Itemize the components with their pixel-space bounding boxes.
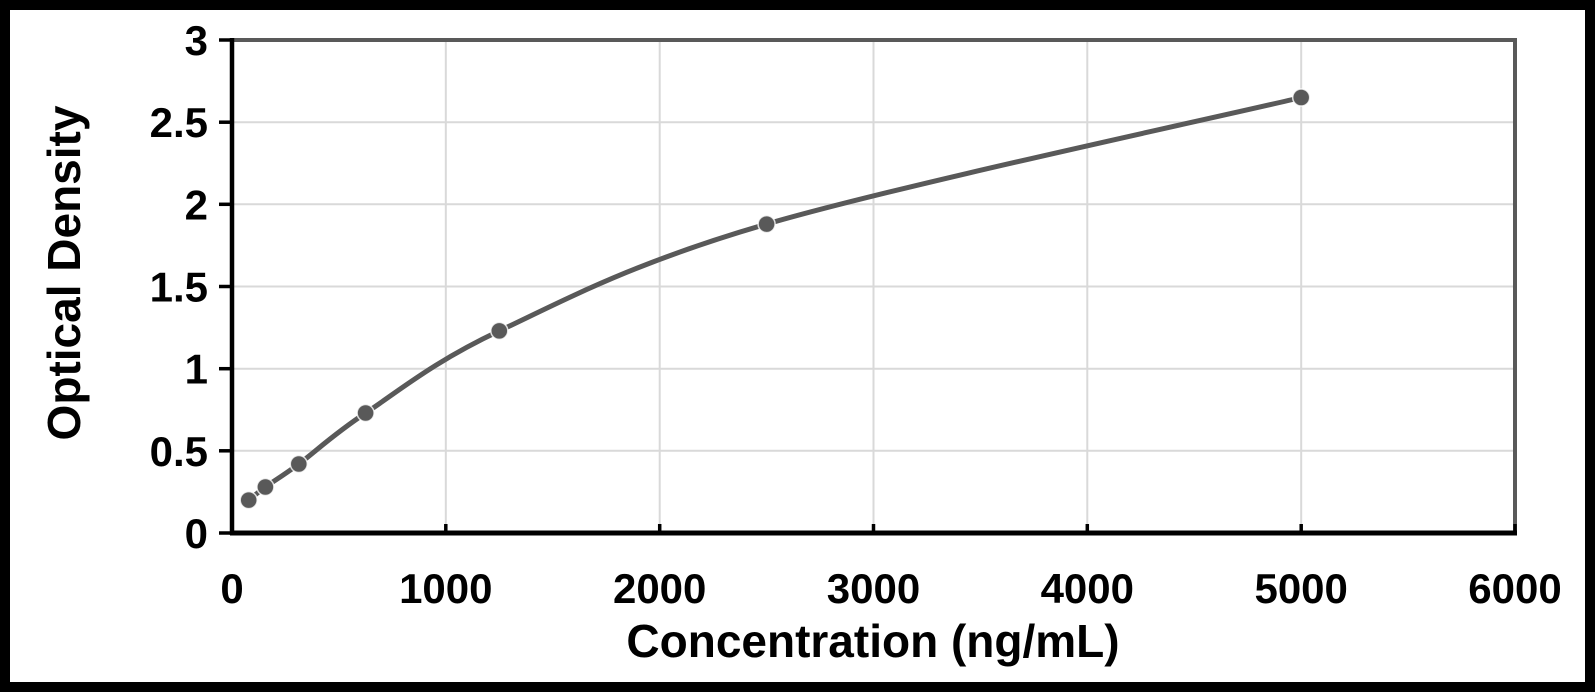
x-tick-label: 6000 — [1468, 565, 1561, 612]
y-tick-label: 2.5 — [150, 99, 208, 146]
y-tick-label: 2 — [185, 181, 208, 228]
x-tick-label: 2000 — [613, 565, 706, 612]
y-axis-title: Optical Density — [38, 105, 90, 440]
y-tick-label: 1 — [185, 346, 208, 393]
x-tick-label: 4000 — [1041, 565, 1134, 612]
data-point-markers — [239, 88, 1311, 510]
data-point-marker — [1291, 88, 1311, 107]
y-tick-label: 3 — [185, 17, 208, 64]
x-axis-title: Concentration (ng/mL) — [626, 615, 1119, 667]
x-tick-label: 0 — [220, 565, 243, 612]
y-tick-label: 1.5 — [150, 264, 208, 311]
y-tick-label: 0.5 — [150, 428, 208, 475]
y-tick-labels: 0 0.5 1 1.5 2 2.5 3 — [150, 17, 208, 557]
data-point-marker — [289, 454, 309, 474]
x-tick-label: 1000 — [399, 565, 492, 612]
axes — [219, 38, 1517, 536]
x-tick-label: 5000 — [1254, 565, 1347, 612]
x-tick-labels: 0 1000 2000 3000 4000 5000 6000 — [220, 565, 1561, 612]
x-tick-label: 3000 — [827, 565, 920, 612]
data-point-marker — [757, 214, 776, 234]
data-point-marker — [239, 490, 258, 510]
data-point-marker — [356, 403, 375, 423]
y-tick-label: 0 — [185, 510, 208, 557]
data-point-marker — [490, 321, 509, 341]
data-point-marker — [256, 477, 275, 497]
